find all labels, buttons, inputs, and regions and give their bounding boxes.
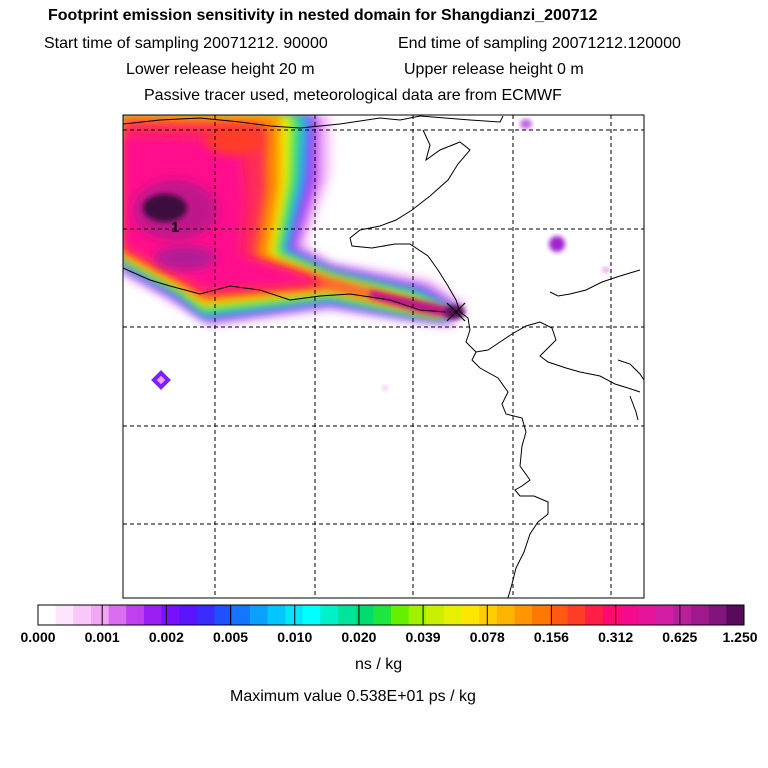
colorbar-cell [549,605,568,625]
colorbar-cell [320,605,339,625]
spot-southwest-inner [156,375,166,385]
colorbar-cell [443,605,462,625]
colorbar-cell [691,605,710,625]
colorbar-cell [567,605,586,625]
start-time-label: Start time of sampling 20071212. 90000 [44,35,328,52]
colorbar-cell [232,605,251,625]
colorbar-cell [602,605,621,625]
colorbar-cell [585,605,604,625]
spot-northeast [520,119,532,129]
colorbar-cell [355,605,374,625]
spot-east [549,236,565,252]
field-maximum-core [143,194,187,222]
colorbar-cell [196,605,215,625]
colorbar-cell [638,605,657,625]
colorbar-tick-label: 0.005 [213,629,249,645]
colorbar-cell [143,605,162,625]
colorbar-cell [673,605,692,625]
colorbar-tick-label: 0.001 [84,629,120,645]
colorbar-cell [38,605,57,625]
colorbar-cells [38,605,745,625]
upper-release-label: Upper release height 0 m [404,61,584,78]
coastlines [123,115,644,598]
colorbar-tick-label: 0.078 [469,629,505,645]
field-patch-south [155,246,215,270]
colorbar-cell [408,605,427,625]
colorbar-tick-label: 0.020 [341,629,377,645]
colorbar-tick-label: 1.250 [722,629,758,645]
colorbar-tick-label: 0.010 [277,629,313,645]
colorbar-tick-label: 0.039 [405,629,441,645]
colorbar-tick-label: 0.625 [662,629,698,645]
field-layer-magenta [123,135,444,312]
colorbar-cell [726,605,745,625]
colorbar-cell [708,605,727,625]
colorbar-cell [426,605,445,625]
colorbar-cell [373,605,392,625]
colorbar-cell [249,605,268,625]
colorbar-cell [479,605,498,625]
lower-release-label: Lower release height 20 m [126,61,315,78]
colorbar-cell [496,605,515,625]
colorbar-cell [655,605,674,625]
map-gridlines [123,115,644,598]
map-frame [122,114,645,599]
contour-label: 1 [171,219,179,236]
colorbar-cell [391,605,410,625]
spot-east-faint [602,267,610,273]
colorbar-unit: ns / kg [355,656,403,673]
tracer-info-label: Passive tracer used, meteorological data… [144,87,562,104]
colorbar-cell [161,605,180,625]
colorbar-cell [285,605,304,625]
colorbar-cell [73,605,92,625]
colorbar-frame [37,604,745,626]
colorbar-cell [179,605,198,625]
colorbar-tick-label: 0.312 [598,629,634,645]
colorbar-cell [214,605,233,625]
colorbar-cell [338,605,357,625]
maximum-value-label: Maximum value 0.538E+01 ps / kg [230,688,476,705]
colorbar-tick-label: 0.000 [20,629,56,645]
field-patch-north [205,125,265,155]
colorbar-separators [101,605,681,625]
colorbar-cell [620,605,639,625]
end-time-label: End time of sampling 20071212.120000 [398,35,681,52]
footprint-field: 1 [123,115,644,598]
colorbar-cell [532,605,551,625]
colorbar-cell [302,605,321,625]
colorbar-cell [126,605,145,625]
colorbar-tick-label: 0.156 [533,629,569,645]
colorbar-cell [461,605,480,625]
colorbar-tick-label: 0.002 [148,629,184,645]
receptor-marker [446,302,466,322]
colorbar-cell [90,605,109,625]
receptor-max [445,305,465,319]
colorbar [37,604,745,626]
colorbar-cell [267,605,286,625]
plot-title: Footprint emission sensitivity in nested… [48,7,598,24]
colorbar-cell [108,605,127,625]
colorbar-cell [514,605,533,625]
colorbar-cell [55,605,74,625]
footprint-map: 1 [122,114,645,599]
spot-center-faint [382,385,388,391]
